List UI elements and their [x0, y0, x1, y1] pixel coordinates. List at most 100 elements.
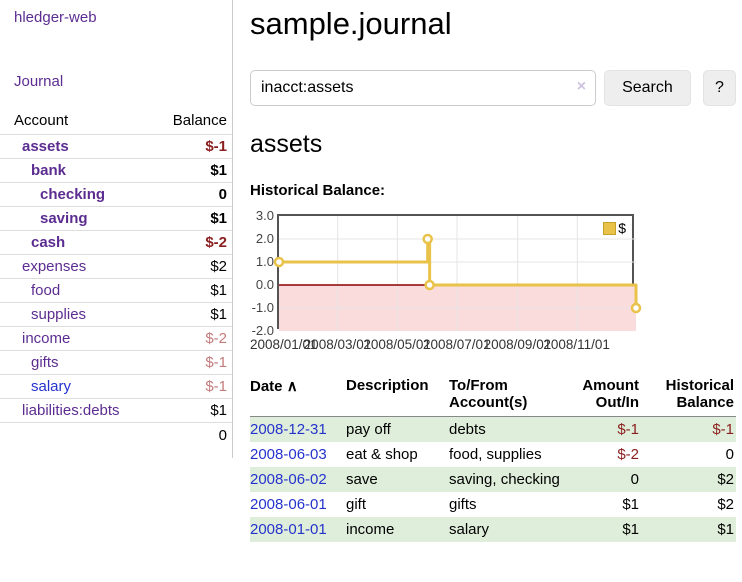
- transaction-date-link[interactable]: 2008-06-02: [250, 471, 327, 488]
- legend-label: $: [618, 220, 626, 236]
- balance-column-header: Balance: [172, 112, 227, 129]
- search-form: × Search ?: [250, 70, 736, 106]
- account-link-cash[interactable]: cash: [31, 234, 66, 251]
- account-row: salary $-1: [0, 374, 232, 399]
- x-axis-tick-label: 2008/05/01: [363, 337, 431, 352]
- transaction-description: eat & shop: [346, 446, 418, 463]
- transaction-description: income: [346, 521, 395, 538]
- account-balance: $-1: [205, 378, 227, 395]
- account-row: income $-2: [0, 326, 232, 351]
- amount-column-header: Amount Out/In: [569, 375, 641, 417]
- y-axis-tick-label: 0.0: [255, 277, 274, 292]
- transaction-date-link[interactable]: 2008-01-01: [250, 521, 327, 538]
- transaction-balance: 0: [725, 446, 734, 463]
- accounts-total-value: 0: [218, 427, 227, 444]
- transaction-balance: $-1: [712, 421, 734, 438]
- chart-title: Historical Balance:: [250, 182, 386, 199]
- account-row: food $1: [0, 278, 232, 303]
- historical-balance-chart: $ 3.0 2.0 1.0 0.0 -1.0 -2.0 2008/01/01 2008/03/…: [250, 208, 736, 354]
- account-balance: $-1: [205, 354, 227, 371]
- account-balance: $-2: [205, 330, 227, 347]
- register-header-row: Date ∧ Description To/From Account(s) Am…: [250, 375, 736, 417]
- y-axis-tick-label: -1.0: [251, 300, 274, 315]
- main-content: sample.journal × Search ? assets Histori…: [250, 0, 736, 542]
- x-axis-tick-label: 2008/03/01: [303, 337, 372, 352]
- account-link-bank[interactable]: bank: [31, 162, 67, 179]
- transaction-accounts: saving, checking: [449, 471, 560, 488]
- account-link-salary[interactable]: salary: [31, 378, 72, 395]
- transaction-date-link[interactable]: 2008-06-03: [250, 446, 327, 463]
- journal-title: sample.journal: [250, 6, 452, 41]
- register-table: Date ∧ Description To/From Account(s) Am…: [250, 375, 736, 542]
- legend-swatch-icon: [603, 221, 617, 235]
- description-column-header: Description: [346, 375, 449, 417]
- sidebar: hledger-web Journal Account Balance asse…: [0, 0, 233, 458]
- account-balance: $2: [210, 258, 227, 275]
- balance-column-header: Historical Balance: [641, 375, 736, 417]
- register-row: 2008-12-31 pay off debts $-1 $-1: [250, 416, 736, 442]
- clear-search-icon[interactable]: ×: [576, 78, 587, 95]
- app-brand-link[interactable]: hledger-web: [14, 9, 97, 26]
- accounts-balance-table: Account Balance assets $-1 bank $1 check…: [0, 109, 232, 448]
- y-axis-tick-label: -2.0: [251, 323, 274, 338]
- x-axis-tick-label: 2008/01/01: [250, 337, 318, 352]
- account-balance: $1: [210, 306, 227, 323]
- search-input[interactable]: [250, 70, 597, 106]
- transaction-balance: $1: [717, 521, 734, 538]
- account-row: saving $1: [0, 206, 232, 231]
- account-balance: $1: [210, 210, 227, 227]
- account-link-gifts[interactable]: gifts: [31, 354, 59, 371]
- account-link-saving[interactable]: saving: [40, 210, 88, 227]
- account-column-header: To/From Account(s): [449, 375, 569, 417]
- account-row: supplies $1: [0, 302, 232, 327]
- x-axis-tick-label: 2008/07/01: [423, 337, 491, 352]
- account-row: expenses $2: [0, 254, 232, 279]
- x-axis-tick-label: 2008/09/01: [483, 337, 552, 352]
- register-row: 2008-06-01 gift gifts $1 $2: [250, 492, 736, 517]
- register-row: 2008-06-03 eat & shop food, supplies $-2…: [250, 442, 736, 467]
- y-axis-tick-label: 2.0: [255, 231, 274, 246]
- transaction-balance: $2: [717, 471, 734, 488]
- account-link-food[interactable]: food: [31, 282, 61, 299]
- transaction-description: save: [346, 471, 378, 488]
- transaction-accounts: food, supplies: [449, 446, 542, 463]
- help-button[interactable]: ?: [702, 70, 736, 106]
- account-link-checking[interactable]: checking: [40, 186, 106, 203]
- transaction-date-link[interactable]: 2008-12-31: [250, 421, 327, 438]
- account-balance: 0: [218, 186, 227, 203]
- account-row: liabilities:debts $1: [0, 398, 232, 423]
- account-balance: $1: [210, 402, 227, 419]
- account-link-liabilities-debts[interactable]: liabilities:debts: [22, 402, 120, 419]
- transaction-amount: $1: [622, 521, 639, 538]
- register-row: 2008-01-01 income salary $1 $1: [250, 517, 736, 542]
- account-row: gifts $-1: [0, 350, 232, 375]
- account-row: cash $-2: [0, 230, 232, 255]
- transaction-description: pay off: [346, 421, 391, 438]
- transaction-amount: $-1: [617, 421, 639, 438]
- accounts-total-row: 0: [0, 422, 232, 449]
- account-link-assets[interactable]: assets: [22, 138, 69, 155]
- y-axis-tick-label: 1.0: [255, 254, 274, 269]
- account-balance: $-2: [205, 234, 227, 251]
- register-row: 2008-06-02 save saving, checking 0 $2: [250, 467, 736, 492]
- account-row: bank $1: [0, 158, 232, 183]
- account-column-header: Account: [14, 112, 69, 129]
- date-column-header[interactable]: Date ∧: [250, 375, 346, 417]
- x-axis-tick-label: 2008/11/01: [543, 337, 610, 352]
- account-row: assets $-1: [0, 134, 232, 159]
- account-link-income[interactable]: income: [22, 330, 71, 347]
- account-balance: $-1: [205, 138, 227, 155]
- sidebar-item-journal[interactable]: Journal: [14, 73, 64, 90]
- account-link-expenses[interactable]: expenses: [22, 258, 87, 275]
- transaction-description: gift: [346, 496, 367, 513]
- account-balance: $1: [210, 162, 227, 179]
- transaction-balance: $2: [717, 496, 734, 513]
- transaction-accounts: gifts: [449, 496, 477, 513]
- accounts-table-header: Account Balance: [0, 109, 232, 135]
- account-link-supplies[interactable]: supplies: [31, 306, 87, 323]
- search-button[interactable]: Search: [604, 70, 691, 106]
- chart-legend: $: [602, 220, 627, 236]
- transaction-date-link[interactable]: 2008-06-01: [250, 496, 327, 513]
- transaction-accounts: debts: [449, 421, 486, 438]
- y-axis-tick-label: 3.0: [255, 208, 274, 223]
